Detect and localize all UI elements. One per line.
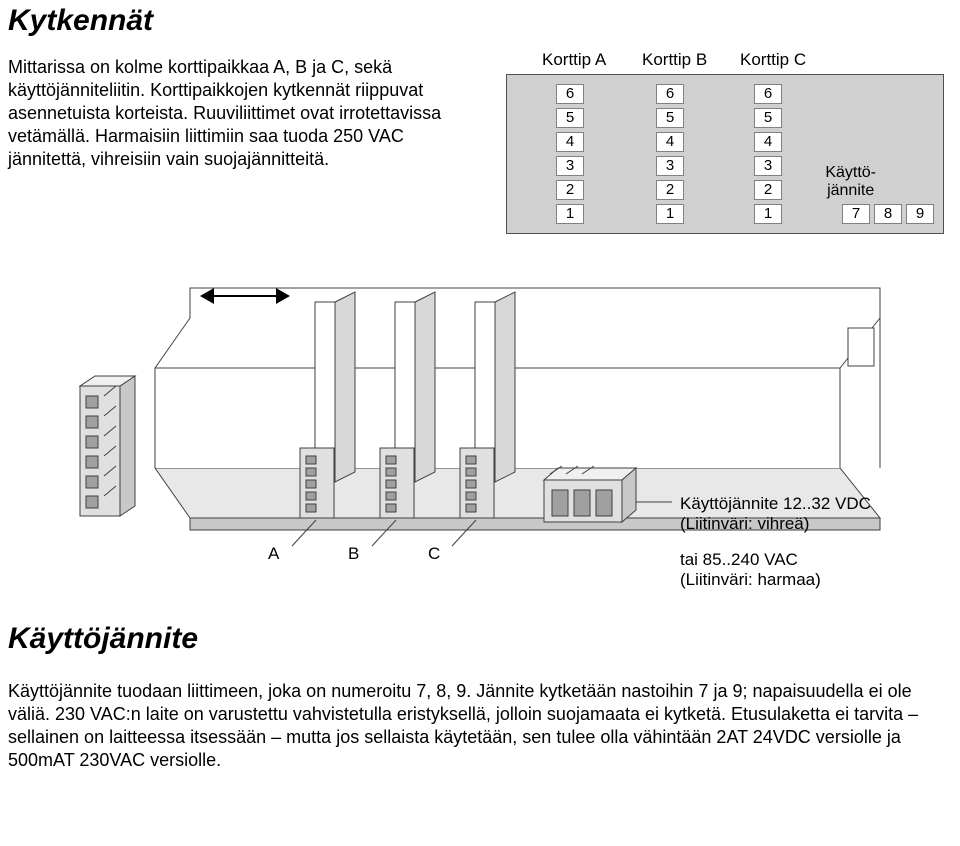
intro-paragraph: Mittarissa on kolme korttipaikkaa A, B j…	[8, 56, 478, 171]
power-label-line1: Käyttö-	[825, 164, 876, 181]
pin: 9	[906, 204, 934, 224]
voltage2-line2: (Liitinväri: harmaa)	[680, 570, 821, 589]
pin: 5	[656, 108, 684, 128]
label-b: B	[348, 544, 359, 564]
page-title: Kytkennät	[8, 4, 153, 38]
pin: 4	[556, 132, 584, 152]
header-korttip-c: Korttip C	[740, 50, 806, 70]
pin: 3	[556, 156, 584, 176]
voltage-label-1: Käyttöjännite 12..32 VDC (Liitinväri: vi…	[680, 494, 871, 535]
pin: 1	[556, 204, 584, 224]
pin: 6	[556, 84, 584, 104]
pin: 7	[842, 204, 870, 224]
pin: 1	[754, 204, 782, 224]
voltage2-line1: tai 85..240 VAC	[680, 550, 798, 569]
pin-column-b: 6 5 4 3 2 1	[656, 84, 684, 228]
voltage-label-2: tai 85..240 VAC (Liitinväri: harmaa)	[680, 550, 821, 591]
voltage1-line1: Käyttöjännite 12..32 VDC	[680, 494, 871, 513]
pin: 1	[656, 204, 684, 224]
pin: 6	[754, 84, 782, 104]
pin: 3	[754, 156, 782, 176]
pin: 4	[656, 132, 684, 152]
pin: 4	[754, 132, 782, 152]
pin: 3	[656, 156, 684, 176]
pin: 2	[656, 180, 684, 200]
pin: 2	[754, 180, 782, 200]
power-label-line2: jännite	[827, 182, 874, 199]
pin-column-a: 6 5 4 3 2 1	[556, 84, 584, 228]
pin: 6	[656, 84, 684, 104]
terminal-diagram: Korttip A Korttip B Korttip C 6 5 4 3 2 …	[506, 50, 944, 236]
pin-column-c: 6 5 4 3 2 1	[754, 84, 782, 228]
voltage1-line2: (Liitinväri: vihreä)	[680, 514, 809, 533]
section2-title: Käyttöjännite	[8, 622, 198, 656]
power-label: Käyttö- jännite	[825, 164, 876, 199]
label-c: C	[428, 544, 440, 564]
pin-row-power: 7 8 9	[842, 204, 938, 224]
label-a: A	[268, 544, 279, 564]
section2-body: Käyttöjännite tuodaan liittimeen, joka o…	[8, 680, 938, 772]
header-korttip-b: Korttip B	[642, 50, 707, 70]
pin: 5	[556, 108, 584, 128]
pin: 2	[556, 180, 584, 200]
pin: 5	[754, 108, 782, 128]
pin: 8	[874, 204, 902, 224]
header-korttip-a: Korttip A	[542, 50, 606, 70]
